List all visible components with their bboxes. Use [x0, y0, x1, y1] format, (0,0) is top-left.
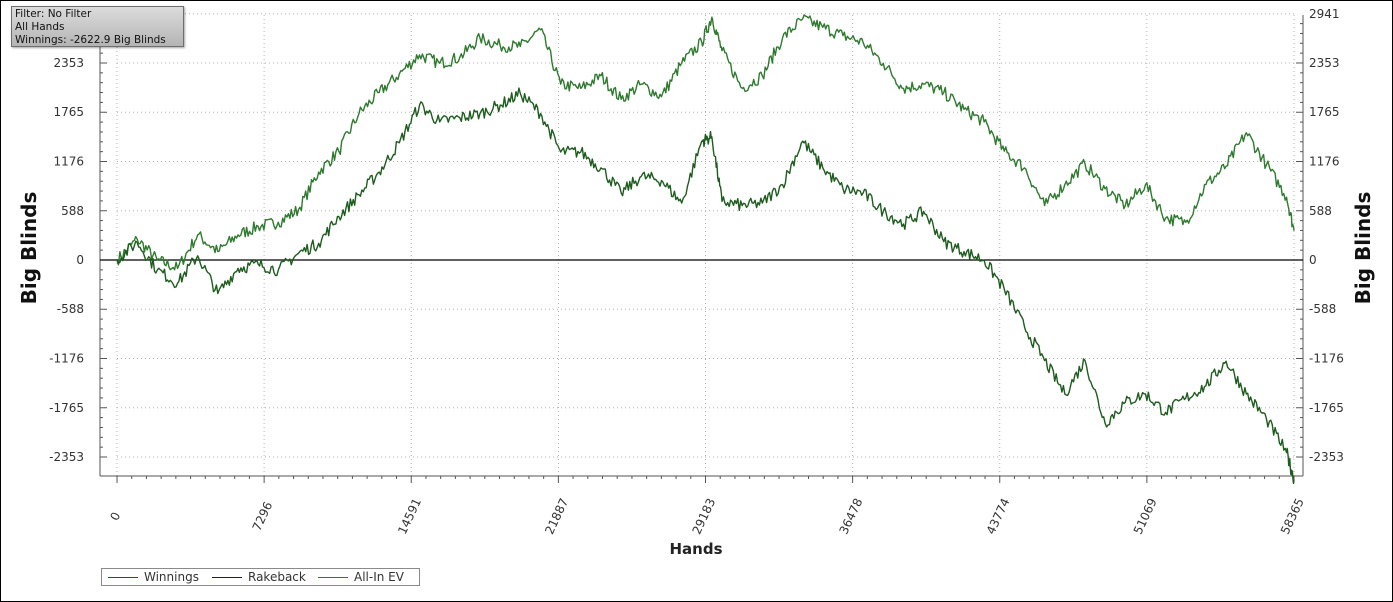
hands-filter-text: All Hands	[15, 21, 65, 33]
x-tick-label: 43774	[984, 496, 1013, 537]
y-tick-label-left: -1176	[49, 351, 84, 365]
x-tick-label: 58365	[1278, 496, 1307, 537]
x-tick-label: 21887	[542, 496, 571, 537]
y-tick-label-left: -2353	[49, 450, 84, 464]
y-tick-label-left: 0	[76, 253, 84, 267]
x-tick-label: 36478	[837, 496, 866, 537]
y-axis-label-left: Big Blinds	[17, 192, 41, 305]
y-tick-label-right: -588	[1309, 302, 1336, 316]
x-tick-label: 51069	[1131, 496, 1160, 537]
y-tick-label-left: 1176	[53, 155, 84, 169]
x-axis-label: Hands	[669, 540, 722, 558]
legend-swatch-rakeback	[212, 577, 242, 578]
summary-info-box: Filter: No Filter All Hands Winnings: -2…	[11, 6, 184, 47]
legend-label: Rakeback	[248, 570, 306, 584]
y-tick-label-right: 1765	[1309, 105, 1340, 119]
filter-text: Filter: No Filter	[15, 8, 92, 20]
series-line-winnings	[116, 87, 1295, 485]
x-tick-label: 29183	[689, 496, 718, 537]
legend-swatch-allin-ev	[318, 577, 348, 578]
winnings-summary-text: Winnings: -2622.9 Big Blinds	[15, 34, 166, 46]
x-tick-label: 7296	[250, 500, 276, 534]
y-tick-label-right: 2353	[1309, 56, 1340, 70]
x-tick-label: 0	[107, 510, 123, 523]
y-tick-label-right: -2353	[1309, 450, 1344, 464]
legend-swatch-winnings	[108, 577, 138, 578]
legend-label: All-In EV	[354, 570, 404, 584]
y-tick-label-left: 1765	[53, 105, 84, 119]
axes	[99, 15, 1304, 483]
y-tick-label-right: -1176	[1309, 351, 1344, 365]
y-tick-label-left: -588	[57, 302, 84, 316]
chart-legend: Winnings Rakeback All-In EV	[101, 568, 420, 586]
x-tick-label: 14591	[395, 496, 424, 537]
y-tick-label-right: 2941	[1309, 7, 1340, 21]
y-tick-label-right: 1176	[1309, 155, 1340, 169]
y-tick-label-right: 0	[1309, 253, 1317, 267]
y-tick-label-right: 588	[1309, 204, 1332, 218]
y-axis-label-right: Big Blinds	[1351, 192, 1375, 305]
y-tick-label-right: -1765	[1309, 401, 1344, 415]
grid-lines	[116, 13, 1295, 476]
y-tick-label-left: 588	[61, 204, 84, 218]
series-line-allin-ev	[116, 14, 1295, 271]
series-layer	[116, 14, 1295, 485]
legend-label: Winnings	[144, 570, 199, 584]
y-tick-label-left: -1765	[49, 401, 84, 415]
y-tick-label-left: 2353	[53, 56, 84, 70]
